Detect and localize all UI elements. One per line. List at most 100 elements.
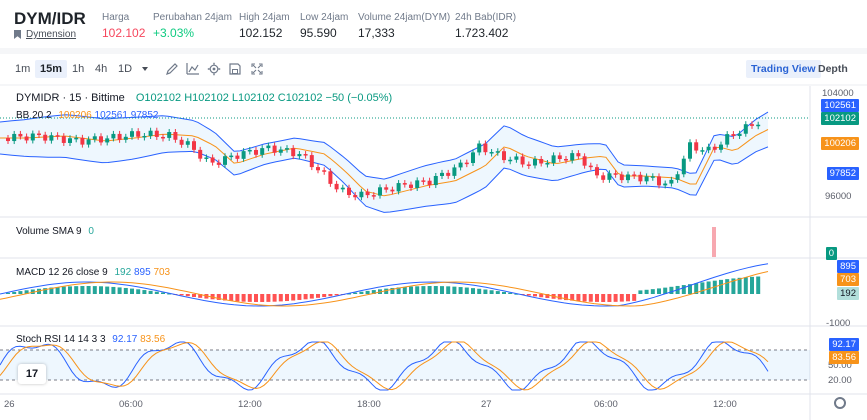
- candle-body: [210, 157, 215, 163]
- stoch-k-line: [0, 341, 769, 391]
- stat-amount-24h: 24h Bab(IDR) 1.723.402: [455, 12, 516, 40]
- macd-histogram-bar: [223, 294, 227, 301]
- macd-histogram-bar: [402, 286, 407, 294]
- chart-settings-gear-icon[interactable]: [834, 397, 846, 409]
- timeframe-15m[interactable]: 15m: [35, 60, 68, 78]
- candle-body: [520, 156, 525, 165]
- macd-histogram-bar: [644, 289, 649, 294]
- candle-body: [750, 124, 754, 126]
- macd-histogram-bar: [68, 286, 72, 294]
- chart-canvas[interactable]: [0, 86, 867, 420]
- price-chart[interactable]: DYMIDR · 15 · Bittime O102102 H102102 L1…: [0, 86, 867, 420]
- candle-body: [272, 145, 277, 153]
- pair-name-label: Dymension: [26, 29, 77, 40]
- ohlc-high: H102102: [184, 92, 229, 104]
- macd-histogram-bar: [105, 286, 110, 294]
- timeframe-4h[interactable]: 4h: [95, 63, 108, 75]
- macd-histogram-bar: [681, 285, 686, 294]
- indicators-icon[interactable]: [186, 62, 200, 76]
- macd-histogram-bar: [291, 294, 296, 301]
- candle-body: [588, 165, 593, 168]
- macd-histogram-bar: [130, 288, 134, 294]
- candle-body: [433, 175, 438, 186]
- macd-histogram-bar: [390, 287, 395, 294]
- macd-histogram-bar: [161, 292, 165, 294]
- depth-tab[interactable]: Depth: [818, 63, 848, 75]
- macd-histogram-bar: [266, 294, 271, 302]
- macd-histogram-bar: [74, 286, 79, 294]
- time-axis-tick: 27: [481, 399, 492, 410]
- macd-histogram-bar: [421, 286, 426, 294]
- candle-body: [30, 133, 35, 141]
- macd-histogram-bar: [706, 281, 711, 294]
- candle-body: [626, 174, 630, 181]
- macd-histogram-bar: [235, 294, 240, 302]
- macd-histogram-bar: [737, 277, 742, 294]
- macd-histogram-bar: [576, 294, 581, 302]
- macd-histogram-bar: [198, 294, 203, 298]
- macd-histogram-bar: [471, 288, 475, 294]
- bb-lower: 97852: [130, 110, 159, 121]
- macd-histogram-bar: [142, 290, 147, 294]
- save-icon[interactable]: [228, 62, 242, 76]
- macd-histogram-bar: [328, 294, 333, 297]
- candle-body: [663, 183, 668, 186]
- macd-histogram-bar: [359, 291, 364, 294]
- fullscreen-icon[interactable]: [250, 62, 264, 76]
- timeframe-1d[interactable]: 1D: [118, 63, 133, 75]
- market-header: DYM/IDR Dymension Harga 102.102 Perubaha…: [0, 0, 867, 48]
- stat-value: +3.03%: [153, 26, 195, 40]
- macd-histogram-bar: [619, 294, 624, 302]
- stat-volume-24h: Volume 24jam(DYM) 17,333: [358, 12, 450, 40]
- pair-name-link[interactable]: Dymension: [14, 29, 76, 40]
- timeframe-1h[interactable]: 1h: [72, 63, 85, 75]
- macd-histogram-bar: [663, 287, 668, 294]
- chart-toolbar: 1m 15m 1h 4h 1D Trading View Depth: [0, 54, 867, 84]
- candle-body: [675, 174, 680, 180]
- macd-histogram-bar: [49, 287, 54, 294]
- stat-label: Harga: [102, 12, 130, 23]
- macd-histogram-bar: [539, 294, 544, 298]
- candle-body: [440, 172, 444, 176]
- macd-histogram-bar: [545, 294, 550, 299]
- candle-body: [247, 149, 252, 152]
- stoch-band-fill: [0, 350, 810, 380]
- tradingview-logo[interactable]: 17: [18, 364, 46, 384]
- time-axis-tick: 06:00: [594, 399, 618, 410]
- macd-histogram-bar: [632, 294, 637, 301]
- candle-body: [731, 134, 736, 136]
- macd-histogram-bar: [154, 291, 159, 294]
- timeframe-1m[interactable]: 1m: [15, 63, 31, 75]
- macd-histogram-bar: [247, 294, 252, 302]
- candle-body: [681, 158, 686, 175]
- macd-histogram-bar: [750, 276, 754, 294]
- candle-body: [669, 179, 674, 184]
- candle-body: [551, 155, 556, 163]
- macd-histogram-bar: [309, 294, 314, 299]
- macd-histogram-bar: [595, 294, 599, 302]
- candle-body: [632, 174, 637, 176]
- candle-body: [68, 138, 72, 143]
- macd-histogram-bar: [725, 279, 730, 294]
- candle-body: [179, 139, 184, 145]
- macd-histogram-bar: [743, 277, 748, 294]
- candle-body: [409, 184, 413, 188]
- settings-icon[interactable]: [207, 62, 221, 76]
- candle-body: [254, 149, 258, 155]
- stoch-d-value: 83.56: [140, 334, 166, 345]
- bb-label: BB 20 2: [16, 110, 52, 121]
- draw-tool-icon[interactable]: [165, 62, 179, 76]
- candle-body: [471, 152, 475, 164]
- macd-histogram-bar: [526, 294, 531, 296]
- candle-body: [446, 172, 451, 176]
- macd-histogram-bar: [607, 294, 612, 302]
- macd-histogram-bar: [92, 286, 97, 294]
- macd-histogram-bar: [719, 279, 723, 294]
- trading-view-tab[interactable]: Trading View: [746, 60, 821, 78]
- stat-value: 1.723.402: [455, 26, 509, 40]
- chevron-down-icon[interactable]: [142, 67, 148, 71]
- bollinger-band-fill: [0, 112, 768, 213]
- macd-histogram-bar: [650, 289, 655, 294]
- chart-symbol: DYMIDR · 15 · Bittime: [16, 92, 125, 104]
- macd-label: MACD 12 26 close 9: [16, 267, 108, 278]
